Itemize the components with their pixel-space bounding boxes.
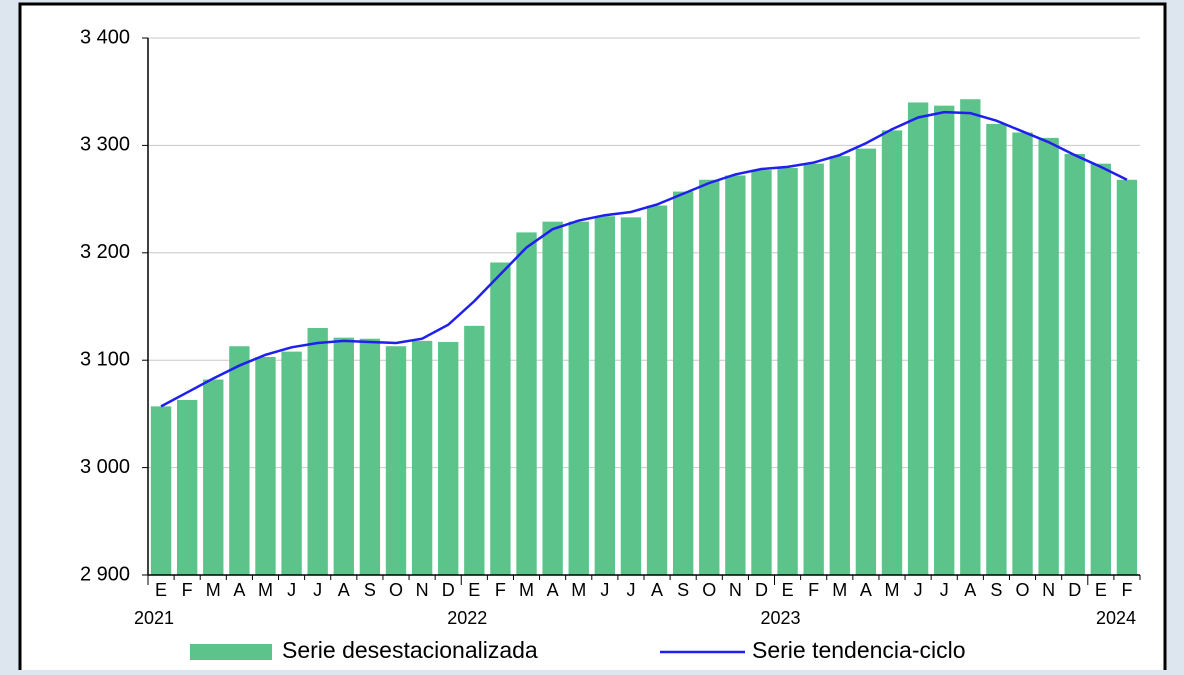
x-tick-label: M — [885, 580, 900, 600]
year-label: 2023 — [761, 608, 801, 628]
bar — [699, 179, 720, 575]
bar — [986, 123, 1007, 576]
bar — [855, 148, 877, 575]
x-tick-label: N — [416, 580, 429, 600]
x-tick-label: N — [729, 580, 742, 600]
year-label: 2021 — [134, 608, 174, 628]
x-tick-label: M — [258, 580, 273, 600]
y-tick-label: 3 000 — [80, 456, 130, 478]
x-tick-label: S — [364, 580, 376, 600]
y-tick-label: 3 400 — [80, 26, 130, 48]
bar — [229, 346, 250, 575]
bar — [516, 232, 537, 576]
x-tick-label: M — [571, 580, 586, 600]
y-tick-label: 3 100 — [80, 348, 130, 370]
x-tick-label: M — [206, 580, 221, 600]
bar — [568, 221, 589, 576]
x-tick-label: F — [182, 580, 193, 600]
x-tick-label: D — [1068, 580, 1081, 600]
bar — [620, 217, 642, 575]
x-tick-label: E — [782, 580, 794, 600]
x-tick-label: E — [1095, 580, 1107, 600]
x-tick-label: F — [495, 580, 506, 600]
bar — [934, 105, 955, 576]
x-tick-label: A — [860, 580, 872, 600]
x-tick-label: A — [233, 580, 245, 600]
bar — [203, 379, 224, 575]
bar — [464, 325, 485, 575]
x-tick-label: O — [1016, 580, 1030, 600]
x-tick-label: S — [990, 580, 1002, 600]
x-tick-label: D — [755, 580, 768, 600]
bar — [1090, 163, 1112, 575]
bar — [255, 356, 276, 575]
bar — [281, 351, 302, 575]
bar — [672, 191, 694, 575]
trend-line — [160, 110, 1128, 408]
bar — [881, 130, 903, 575]
x-tick-label: S — [677, 580, 689, 600]
x-tick-label: J — [940, 580, 949, 600]
bar — [438, 341, 459, 575]
x-tick-label: J — [287, 580, 296, 600]
x-tick-label: J — [914, 580, 923, 600]
x-tick-label: M — [832, 580, 847, 600]
x-tick-label: F — [808, 580, 819, 600]
x-tick-label: J — [600, 580, 609, 600]
year-label: 2022 — [447, 608, 487, 628]
bar — [725, 175, 746, 576]
x-tick-label: O — [702, 580, 716, 600]
x-tick-label: F — [1121, 580, 1132, 600]
bar — [490, 262, 511, 575]
bar — [1038, 137, 1059, 575]
legend-swatch — [190, 644, 272, 660]
x-tick-label: J — [313, 580, 322, 600]
x-tick-label: E — [468, 580, 480, 600]
y-tick-label: 2 900 — [80, 563, 130, 585]
x-tick-label: D — [442, 580, 455, 600]
bar — [960, 99, 981, 575]
bar — [1064, 153, 1085, 575]
x-tick-label: E — [155, 580, 167, 600]
x-tick-label: A — [964, 580, 976, 600]
bar — [829, 156, 850, 575]
bar — [907, 102, 929, 575]
bar — [646, 205, 668, 575]
y-tick-label: 3 300 — [80, 134, 130, 156]
bar — [1012, 132, 1033, 575]
x-tick-label: O — [389, 580, 403, 600]
bar — [1116, 179, 1138, 575]
bar — [594, 216, 616, 575]
x-tick-label: A — [651, 580, 663, 600]
bar — [777, 167, 798, 576]
year-label: 2024 — [1096, 608, 1136, 628]
bar — [150, 406, 172, 575]
bar — [307, 327, 328, 575]
bar — [359, 338, 381, 575]
bar — [542, 221, 563, 576]
x-tick-label: A — [338, 580, 350, 600]
x-tick-label: N — [1042, 580, 1055, 600]
bar — [333, 337, 354, 575]
bar — [411, 340, 433, 575]
y-tick-label: 3 200 — [80, 241, 130, 263]
bar — [751, 170, 772, 576]
legend-label: Serie tendencia-ciclo — [752, 637, 966, 663]
x-tick-label: M — [519, 580, 534, 600]
legend-label: Serie desestacionalizada — [282, 637, 538, 663]
x-tick-label: A — [547, 580, 559, 600]
bar — [803, 163, 824, 575]
x-tick-label: J — [626, 580, 635, 600]
bar — [176, 399, 198, 575]
bar — [385, 346, 407, 575]
